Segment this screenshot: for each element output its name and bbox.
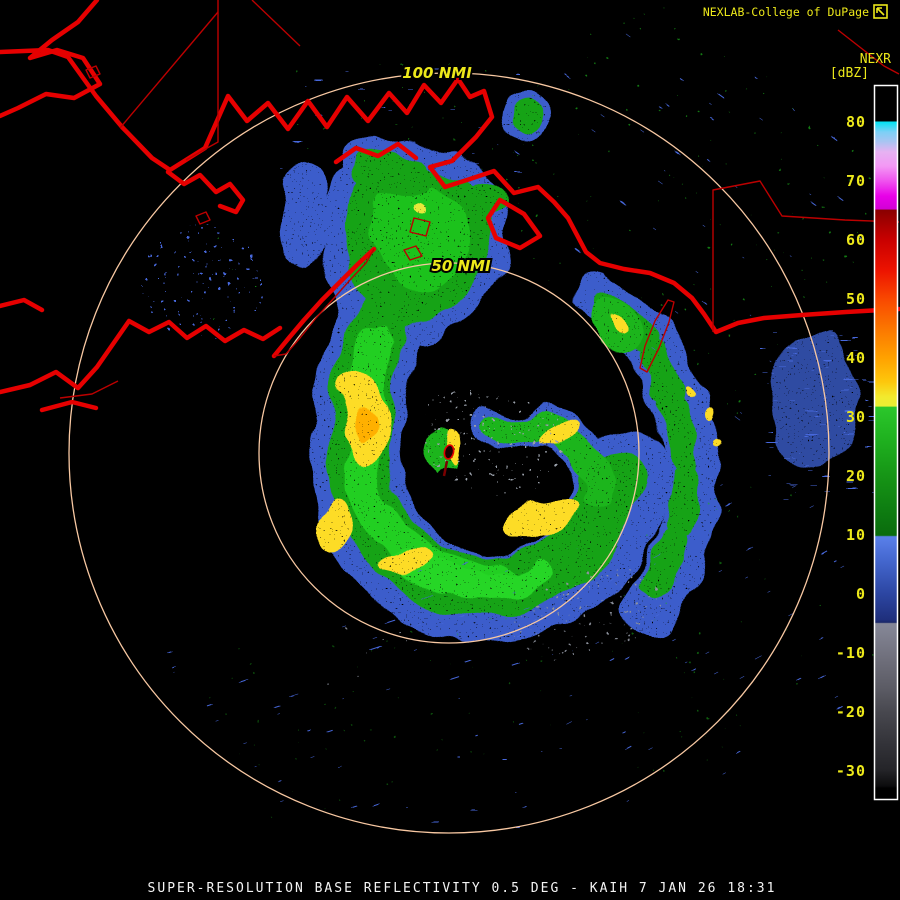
colorbar-ticks: 80 70 60 50 40 30 20 10 0 -10 -20 -30: [836, 113, 866, 780]
range-ring-label-100nmi: 100 NMI: [402, 64, 472, 82]
branding-arrow-icon[interactable]: [873, 4, 888, 19]
reflectivity-field: [141, 0, 900, 855]
colorbar-tick: 20: [846, 467, 866, 485]
colorbar: NEXR [dBZ] 80 70 60 50 40 30 20 10 0 -10…: [830, 52, 899, 801]
colorbar-tick: -10: [836, 644, 866, 662]
colorbar-tick: 50: [846, 290, 866, 308]
colorbar-tick: 30: [846, 408, 866, 426]
coastline-lines: [0, 0, 900, 413]
colorbar-unit: [dBZ]: [830, 66, 869, 81]
product-title: SUPER-RESOLUTION BASE REFLECTIVITY 0.5 D…: [148, 881, 777, 896]
branding-label[interactable]: NEXLAB-College of DuPage: [703, 5, 869, 19]
colorbar-tick: 60: [846, 231, 866, 249]
speckle-fields: [141, 0, 900, 855]
range-ring-50nmi: [258, 262, 640, 644]
colorbar-tick: 80: [846, 113, 866, 131]
branding: NEXLAB-College of DuPage: [703, 4, 888, 19]
colorbar-tick: -20: [836, 703, 866, 721]
colorbar-tick: 0: [856, 585, 866, 603]
colorbar-tick: 40: [846, 349, 866, 367]
colorbar-tick: 10: [846, 526, 866, 544]
radar-site-marker: [442, 444, 455, 477]
range-ring-label-50nmi: 50 NMI: [431, 257, 491, 275]
colorbar-title: NEXR: [860, 52, 891, 67]
county-boundary-lines: [59, 0, 900, 399]
range-ring-100nmi: [68, 72, 830, 834]
range-rings: [68, 72, 830, 834]
colorbar-gradient: [873, 84, 899, 801]
colorbar-tick: -30: [836, 762, 866, 780]
colorbar-tick: 70: [846, 172, 866, 190]
map-overlay: [0, 0, 900, 477]
